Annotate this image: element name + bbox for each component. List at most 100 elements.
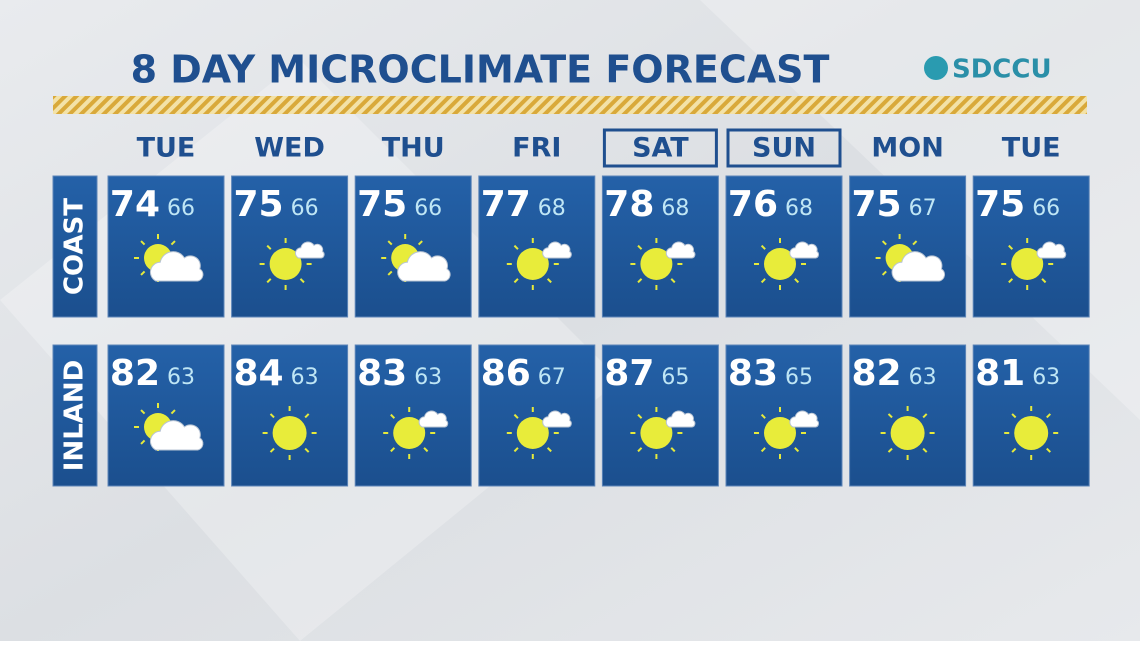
low-temp: 68 (538, 196, 566, 221)
cloud (789, 241, 819, 259)
sun-ray (299, 278, 305, 284)
sun-ray (1011, 413, 1017, 419)
sun (640, 248, 673, 280)
day-label: FRI (512, 133, 561, 164)
row-label: INLAND (60, 360, 90, 471)
cloud (149, 251, 204, 282)
sun-ray (922, 447, 928, 453)
sun (393, 417, 426, 449)
sun-ray (140, 409, 146, 415)
high-temp: 87 (604, 353, 654, 394)
sun-ray (546, 447, 552, 453)
sun (516, 417, 549, 449)
forecast-cell (231, 175, 349, 318)
day-label: THU (382, 133, 445, 164)
sun-ray (794, 278, 800, 284)
low-temp: 68 (785, 196, 813, 221)
title: 8 DAY MICROCLIMATE FORECAST (131, 48, 830, 92)
sun-ray (1046, 447, 1051, 453)
high-temp: 77 (481, 184, 531, 225)
sun-ray (513, 447, 519, 453)
forecast-cell (849, 344, 967, 487)
high-temp: 76 (728, 184, 778, 225)
high-temp: 75 (357, 184, 407, 225)
low-temp: 63 (167, 365, 195, 390)
sun-ray (546, 278, 552, 284)
high-temp: 75 (233, 184, 283, 225)
high-temp: 83 (728, 353, 778, 394)
sun-ray (1041, 278, 1047, 284)
sun-ray (887, 447, 893, 453)
sun-ray (760, 278, 766, 284)
forecast-cell (231, 344, 349, 487)
sun-ray (170, 240, 176, 246)
low-temp: 63 (414, 365, 442, 390)
sun-ray (922, 413, 928, 419)
high-temp: 83 (357, 353, 407, 394)
low-temp: 66 (1032, 196, 1060, 221)
day-label: MON (871, 133, 943, 164)
forecast-cell (725, 175, 843, 318)
day-label: TUE (1002, 133, 1061, 164)
sun-ray (637, 244, 643, 250)
sun-ray (140, 270, 146, 276)
sun (272, 416, 307, 450)
sun-ray (760, 447, 766, 453)
sun (764, 248, 796, 280)
sun-ray (794, 447, 800, 453)
low-temp: 68 (661, 196, 689, 221)
sun-ray (1011, 447, 1017, 453)
forecast-cell (478, 175, 596, 318)
high-temp: 75 (975, 184, 1025, 225)
sun-ray (269, 447, 275, 453)
sun (640, 417, 673, 449)
sun-ray (387, 240, 393, 246)
sun-ray (670, 447, 676, 453)
high-temp: 78 (604, 184, 654, 225)
forecast-cell (107, 344, 225, 487)
day-label: WED (254, 133, 325, 164)
low-temp: 65 (661, 365, 689, 390)
high-temp: 81 (975, 353, 1025, 394)
high-temp: 82 (851, 353, 901, 394)
forecast-cell (972, 175, 1090, 318)
low-temp: 63 (909, 365, 937, 390)
forecast-cell (725, 344, 843, 487)
sun-ray (140, 240, 146, 246)
low-temp: 66 (414, 196, 442, 221)
sun-ray (760, 244, 766, 250)
sun-ray (637, 447, 643, 453)
sun-ray (912, 240, 918, 246)
sun-ray (417, 240, 423, 246)
forecast-cell (849, 175, 967, 318)
sun (764, 417, 796, 449)
cloud (542, 241, 572, 259)
sun-ray (670, 278, 676, 284)
low-temp: 66 (167, 196, 195, 221)
sun-ray (140, 439, 146, 445)
cloud (542, 410, 572, 428)
sun-ray (390, 447, 396, 453)
forecast-cell (478, 344, 596, 487)
day-highlight (726, 128, 842, 168)
day-label: SAT (632, 133, 689, 164)
high-temp: 82 (110, 353, 160, 394)
sun-ray (170, 409, 176, 415)
high-temp: 75 (851, 184, 901, 225)
forecast-cell (354, 344, 472, 487)
sun (890, 416, 925, 450)
sun-ray (266, 244, 272, 250)
logo: SDCCU (952, 55, 1052, 85)
low-temp: 66 (291, 196, 319, 221)
sun (269, 248, 302, 280)
day-label: TUE (137, 133, 196, 164)
sun-ray (881, 240, 887, 246)
sun-ray (1046, 413, 1051, 419)
forecast-cell (107, 175, 225, 318)
row-label: COAST (60, 198, 90, 295)
sun-ray (1008, 244, 1014, 250)
cloud (665, 241, 696, 259)
sun-ray (760, 413, 766, 419)
cloud (418, 410, 449, 428)
